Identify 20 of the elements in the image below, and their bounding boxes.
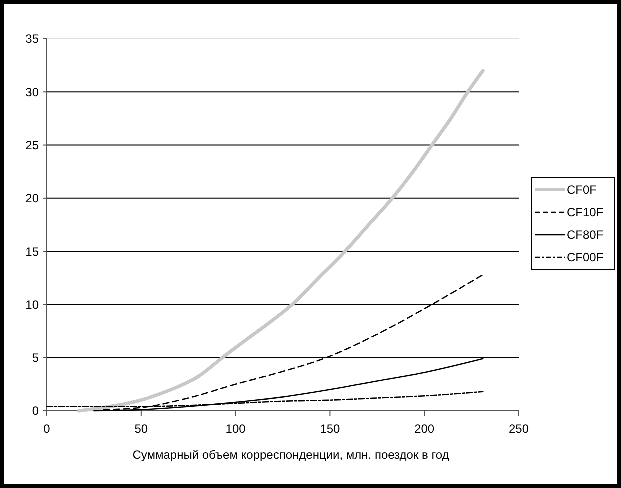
line-series xyxy=(77,69,485,413)
y-tick-label: 30 xyxy=(26,85,40,100)
legend-label: CF0F xyxy=(567,183,597,198)
y-tick-label: 0 xyxy=(32,404,40,418)
x-tick-label: 0 xyxy=(44,422,51,436)
y-tick-label: 15 xyxy=(26,244,40,259)
x-tick-label: 200 xyxy=(414,422,435,436)
x-tick-label: 50 xyxy=(134,422,148,436)
legend-label: CF80F xyxy=(567,228,604,242)
x-tick-label: 150 xyxy=(320,422,341,436)
y-tick-label: 25 xyxy=(26,138,40,152)
x-axis-title: Суммарный объем корреспонденции, млн. поездок в год xyxy=(132,448,450,462)
x-tick-label: 100 xyxy=(226,422,246,436)
legend-label: CF00F xyxy=(567,250,604,265)
y-tick-label: 5 xyxy=(32,351,40,366)
x-tick-label: 250 xyxy=(508,422,530,436)
y-tick-label: 10 xyxy=(26,298,40,312)
y-tick-label: 35 xyxy=(26,32,40,46)
legend-label: CF10F xyxy=(567,206,604,220)
y-tick-label: 20 xyxy=(26,192,40,206)
